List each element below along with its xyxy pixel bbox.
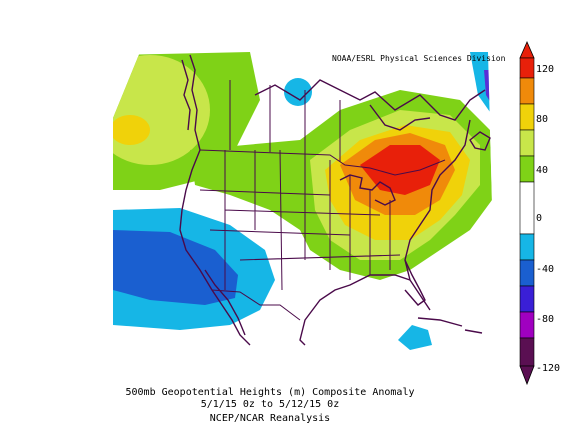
- coastlines: [179, 54, 491, 346]
- cyan-ne: [470, 52, 492, 115]
- colorbar: [519, 41, 535, 386]
- gulf-coast: [299, 274, 411, 346]
- colorbar-seg-p80: [519, 103, 535, 131]
- colorbar-label-40: 40: [536, 165, 549, 176]
- colorbar-seg-p100: [519, 77, 535, 105]
- credit-text: NOAA/ESRL Physical Sciences Division: [332, 54, 506, 63]
- colorbar-label-neg40: -40: [536, 264, 555, 275]
- colorbar-label-80: 80: [536, 114, 549, 125]
- colorbar-label-neg80: -80: [536, 314, 555, 325]
- blue-sw: [113, 230, 238, 305]
- newfoundland: [469, 131, 491, 151]
- cuba: [417, 317, 463, 327]
- colorbar-seg-neutral: [519, 181, 535, 235]
- borders: [199, 80, 446, 321]
- baja: [204, 269, 246, 336]
- hispaniola: [464, 329, 483, 334]
- colorbar-seg-n120: [519, 337, 535, 367]
- province-lines: [229, 80, 341, 162]
- colorbar-label-0: 0: [536, 213, 543, 224]
- colorbar-arrow-top: [519, 41, 535, 59]
- us-canada-border: [199, 149, 446, 176]
- caption-title: 500mb Geopotential Heights (m) Composite…: [125, 387, 415, 398]
- alaska-coast: [181, 59, 191, 131]
- cyan-caribbean: [398, 325, 432, 350]
- state-lines: [199, 149, 401, 291]
- colorbar-seg-n40: [519, 233, 535, 261]
- colorbar-label-neg120: -120: [536, 363, 561, 374]
- colorbar-seg-p60: [519, 129, 535, 157]
- east-coast: [404, 119, 471, 311]
- caption-dates: 5/1/15 0z to 5/12/15 0z: [200, 399, 340, 410]
- us-mexico-border: [211, 289, 301, 321]
- florida: [404, 259, 426, 306]
- colorbar-seg-n100: [519, 311, 535, 339]
- colorbar-seg-p120: [519, 57, 535, 79]
- caption-source: NCEP/NCAR Reanalysis: [209, 413, 331, 424]
- anomaly-field: [113, 52, 492, 350]
- colorbar-seg-n60: [519, 259, 535, 287]
- hudson: [369, 104, 431, 131]
- colorbar-seg-p40: [519, 155, 535, 183]
- colorbar-arrow-bottom: [519, 365, 535, 386]
- yellow-west: [113, 115, 150, 145]
- west-coast: [179, 54, 251, 346]
- lightgreen-west: [113, 55, 210, 165]
- canada-north: [254, 79, 486, 121]
- colorbar-label-120: 120: [536, 64, 555, 75]
- colorbar-seg-n80: [519, 285, 535, 313]
